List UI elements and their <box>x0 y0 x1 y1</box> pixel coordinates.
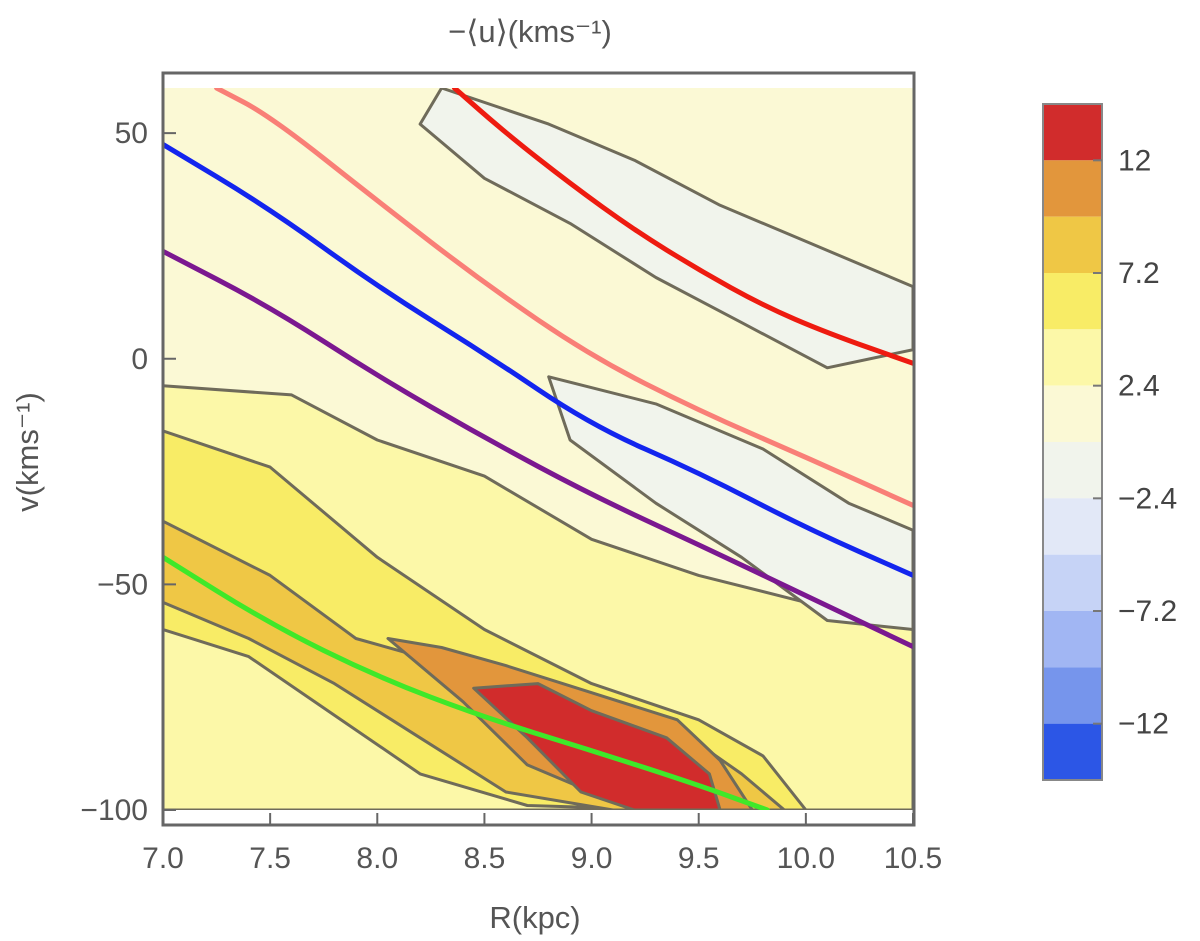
colorbar-swatch <box>1043 442 1102 499</box>
x-tick-label: 7.5 <box>249 842 291 875</box>
colorbar-swatch <box>1043 611 1102 668</box>
colorbar-swatch <box>1043 160 1102 217</box>
colorbar: 12 7.2 2.4 −2.4 −7.2 −12 <box>1042 103 1177 781</box>
colorbar-swatch <box>1043 104 1102 161</box>
x-tick-label: 9.0 <box>571 842 613 875</box>
curve-layer <box>163 88 913 810</box>
curve-purple <box>163 248 913 650</box>
y-tick-label: −100 <box>80 794 148 827</box>
x-tick-label: 8.5 <box>464 842 506 875</box>
colorbar-swatch <box>1043 723 1102 780</box>
curve-red <box>451 88 913 366</box>
y-axis-ticks: 50 0 −50 −100 <box>80 117 176 827</box>
colorbar-label: 12 <box>1118 144 1151 177</box>
y-tick-label: 50 <box>115 117 148 150</box>
x-tick-label: 7.0 <box>142 842 184 875</box>
colorbar-label: 2.4 <box>1118 370 1160 403</box>
y-axis-title: v(kms⁻¹) <box>10 392 45 512</box>
colorbar-swatch <box>1043 554 1102 611</box>
colorbar-swatch <box>1043 667 1102 724</box>
contour-region <box>547 375 913 631</box>
curve-blue <box>163 141 913 578</box>
colorbar-swatch <box>1043 273 1102 330</box>
colorbar-label: 7.2 <box>1118 257 1160 290</box>
colorbar-swatch <box>1043 385 1102 442</box>
x-tick-label: 10.0 <box>777 842 835 875</box>
y-tick-label: 0 <box>131 343 148 376</box>
x-tick-label: 8.0 <box>356 842 398 875</box>
plot-frame <box>161 71 916 827</box>
colorbar-label: −2.4 <box>1118 482 1177 515</box>
x-axis-title: R(kpc) <box>489 900 580 935</box>
colorbar-swatch <box>1043 216 1102 273</box>
colorbar-frame <box>1042 103 1103 781</box>
curve-salmon <box>214 88 913 508</box>
colorbar-label: −7.2 <box>1118 595 1177 628</box>
chart-title: −⟨u⟩(kms⁻¹) <box>448 14 612 49</box>
colorbar-swatch <box>1043 329 1102 386</box>
plot-area <box>163 88 913 810</box>
curve-green <box>163 554 770 810</box>
y-tick-label: −50 <box>97 568 148 601</box>
contour-layer <box>163 88 913 810</box>
contour-region <box>418 88 913 370</box>
colorbar-swatch <box>1043 498 1102 555</box>
x-tick-label: 10.5 <box>884 842 942 875</box>
x-axis-ticks: 7.0 7.5 8.0 8.5 9.0 9.5 10.0 10.5 <box>142 813 942 875</box>
x-tick-label: 9.5 <box>678 842 720 875</box>
colorbar-label: −12 <box>1118 708 1169 741</box>
